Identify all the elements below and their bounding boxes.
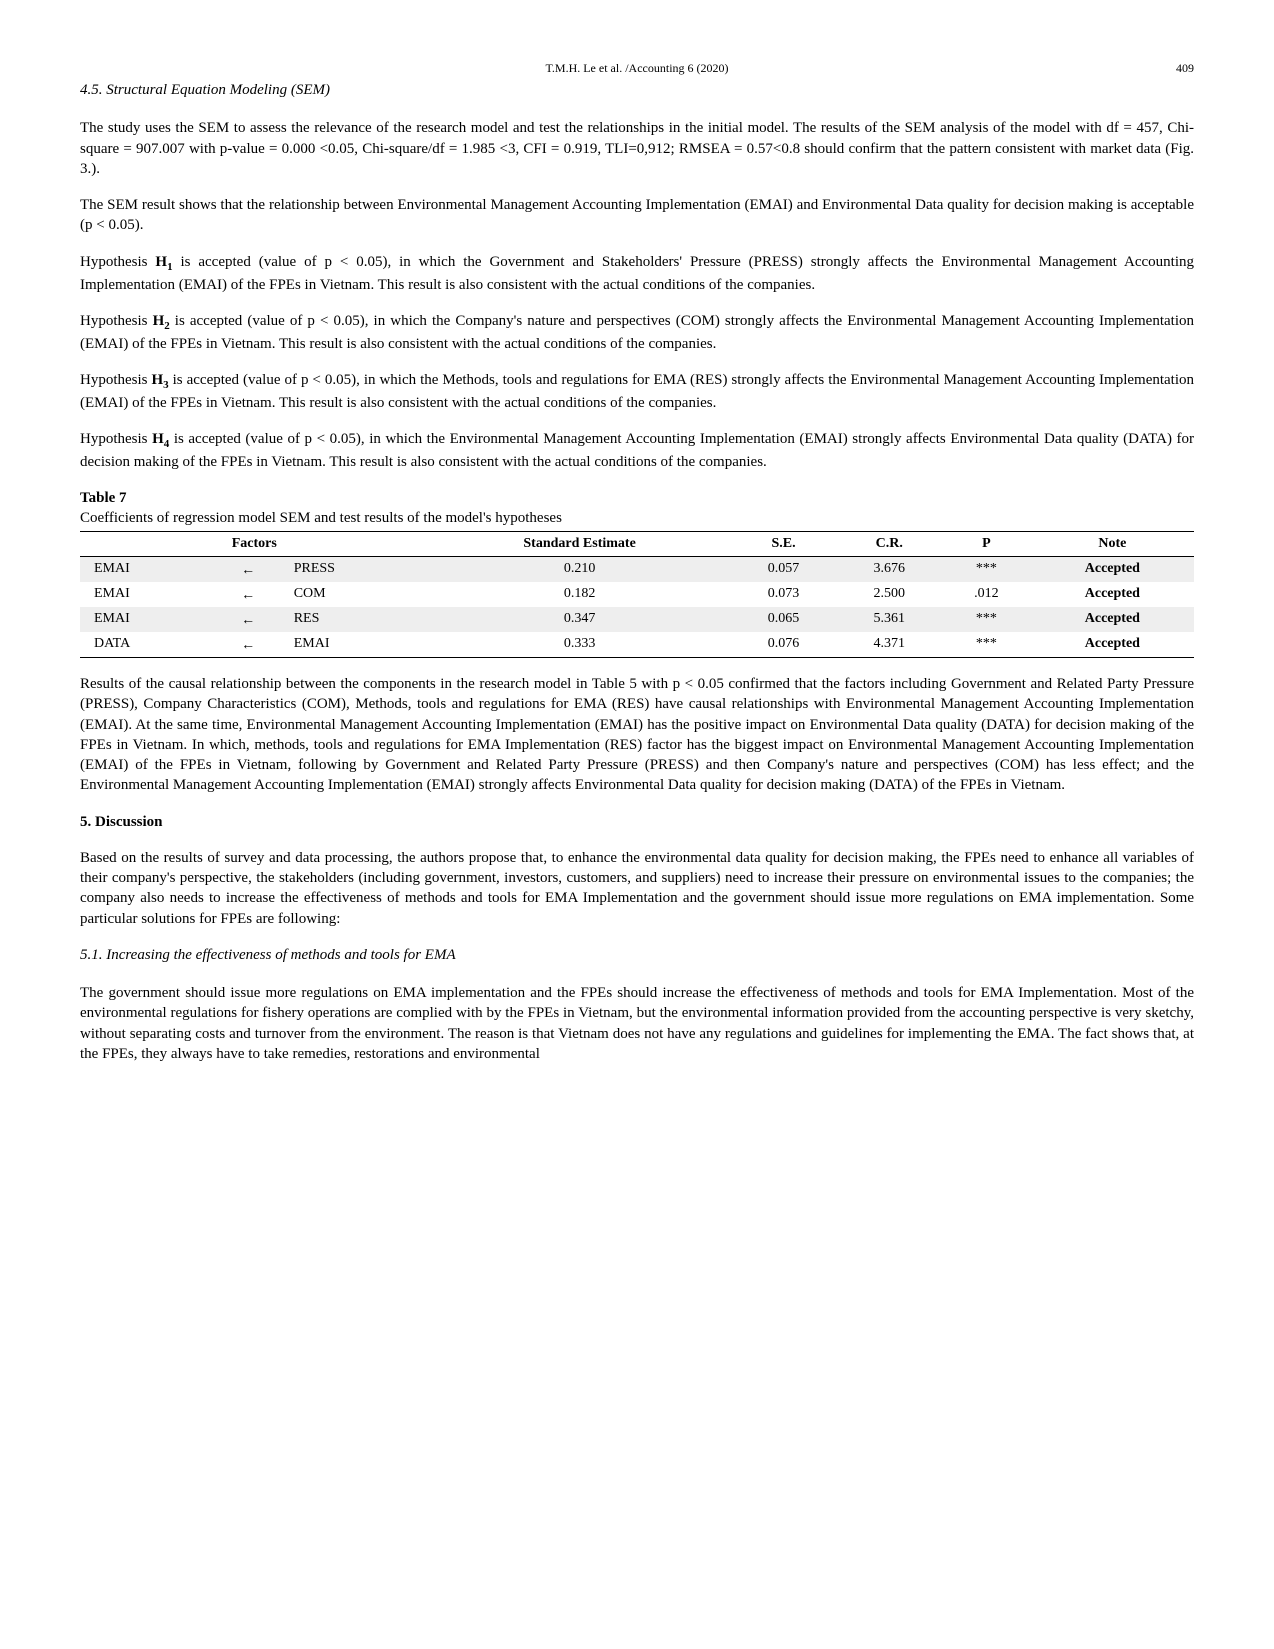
th-cr: C.R.	[836, 531, 942, 557]
arrow-icon: ←	[217, 607, 280, 632]
h2-label: H	[153, 313, 165, 329]
cell-cr: 3.676	[836, 557, 942, 582]
paragraph-h1: Hypothesis H1 is accepted (value of p < …	[80, 252, 1194, 295]
h3-prefix: Hypothesis	[80, 372, 151, 388]
table-header-row: Factors Standard Estimate S.E. C.R. P No…	[80, 531, 1194, 557]
paragraph-sem-intro: The study uses the SEM to assess the rel…	[80, 118, 1194, 179]
h4-label: H	[152, 431, 164, 447]
cell-std-est: 0.210	[429, 557, 731, 582]
h1-label: H	[155, 254, 167, 270]
cell-from: EMAI	[280, 632, 429, 657]
header-citation: T.M.H. Le et al. /Accounting 6 (2020)	[140, 60, 1134, 76]
cell-cr: 5.361	[836, 607, 942, 632]
h4-prefix: Hypothesis	[80, 431, 152, 447]
paragraph-h4: Hypothesis H4 is accepted (value of p < …	[80, 429, 1194, 472]
paragraph-h2: Hypothesis H2 is accepted (value of p < …	[80, 311, 1194, 354]
cell-to: EMAI	[80, 557, 217, 582]
paragraph-results: Results of the causal relationship betwe…	[80, 674, 1194, 796]
cell-std-est: 0.182	[429, 582, 731, 607]
table-row: DATA ← EMAI 0.333 0.076 4.371 *** Accept…	[80, 632, 1194, 657]
cell-from: PRESS	[280, 557, 429, 582]
page-number: 409	[1134, 60, 1194, 76]
cell-se: 0.073	[731, 582, 837, 607]
cell-note: Accepted	[1031, 582, 1194, 607]
arrow-icon: ←	[217, 557, 280, 582]
table-row: EMAI ← PRESS 0.210 0.057 3.676 *** Accep…	[80, 557, 1194, 582]
cell-note: Accepted	[1031, 632, 1194, 657]
arrow-icon: ←	[217, 632, 280, 657]
table-row: EMAI ← RES 0.347 0.065 5.361 *** Accepte…	[80, 607, 1194, 632]
cell-se: 0.065	[731, 607, 837, 632]
running-header: T.M.H. Le et al. /Accounting 6 (2020) 40…	[80, 60, 1194, 76]
table7: Factors Standard Estimate S.E. C.R. P No…	[80, 531, 1194, 658]
paragraph-sem-result: The SEM result shows that the relationsh…	[80, 195, 1194, 236]
th-std-est: Standard Estimate	[429, 531, 731, 557]
cell-note: Accepted	[1031, 607, 1194, 632]
cell-from: COM	[280, 582, 429, 607]
cell-se: 0.057	[731, 557, 837, 582]
h3-label: H	[151, 372, 163, 388]
th-note: Note	[1031, 531, 1194, 557]
paragraph-discussion: Based on the results of survey and data …	[80, 848, 1194, 929]
cell-p: ***	[942, 632, 1031, 657]
cell-se: 0.076	[731, 632, 837, 657]
cell-to: DATA	[80, 632, 217, 657]
table7-title: Table 7	[80, 488, 1194, 508]
h3-rest: is accepted (value of p < 0.05), in whic…	[80, 372, 1194, 411]
h1-prefix: Hypothesis	[80, 254, 155, 270]
table-row: EMAI ← COM 0.182 0.073 2.500 .012 Accept…	[80, 582, 1194, 607]
h2-prefix: Hypothesis	[80, 313, 153, 329]
cell-std-est: 0.333	[429, 632, 731, 657]
cell-to: EMAI	[80, 607, 217, 632]
section-5-1-title: 5.1. Increasing the effectiveness of met…	[80, 945, 1194, 965]
th-se: S.E.	[731, 531, 837, 557]
th-p: P	[942, 531, 1031, 557]
section-4-5-title: 4.5. Structural Equation Modeling (SEM)	[80, 80, 1194, 100]
cell-cr: 4.371	[836, 632, 942, 657]
h1-rest: is accepted (value of p < 0.05), in whic…	[80, 254, 1194, 293]
arrow-icon: ←	[217, 582, 280, 607]
cell-note: Accepted	[1031, 557, 1194, 582]
cell-from: RES	[280, 607, 429, 632]
cell-p: ***	[942, 557, 1031, 582]
table7-caption: Coefficients of regression model SEM and…	[80, 508, 1194, 528]
cell-std-est: 0.347	[429, 607, 731, 632]
paragraph-5-1: The government should issue more regulat…	[80, 983, 1194, 1064]
section-5-title: 5. Discussion	[80, 812, 1194, 832]
h4-rest: is accepted (value of p < 0.05), in whic…	[80, 431, 1194, 470]
cell-cr: 2.500	[836, 582, 942, 607]
th-factors: Factors	[80, 531, 429, 557]
cell-to: EMAI	[80, 582, 217, 607]
cell-p: .012	[942, 582, 1031, 607]
h2-rest: is accepted (value of p < 0.05), in whic…	[80, 313, 1194, 352]
cell-p: ***	[942, 607, 1031, 632]
paragraph-h3: Hypothesis H3 is accepted (value of p < …	[80, 370, 1194, 413]
